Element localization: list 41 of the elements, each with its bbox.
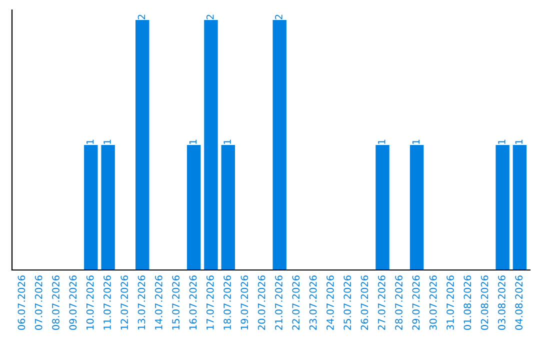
- data-label: 1: [515, 140, 522, 144]
- data-label: 2: [206, 14, 214, 20]
- x-tick-label: 16.07.2026: [189, 275, 197, 330]
- data-label: 1: [224, 140, 231, 144]
- x-tick-label: 03.08.2026: [498, 275, 506, 330]
- x-tick-label: 21.07.2026: [275, 275, 282, 330]
- data-label: 1: [104, 140, 111, 144]
- x-tick-label: 04.08.2026: [515, 275, 523, 330]
- data-label: 1: [412, 140, 420, 144]
- x-tick-label: 02.08.2026: [480, 275, 488, 330]
- x-tick-label: 06.07.2026: [18, 275, 26, 330]
- data-label: 1: [189, 140, 196, 144]
- x-tick-label: 13.07.2026: [138, 275, 146, 330]
- x-tick-label: 31.07.2026: [446, 275, 454, 330]
- x-tick-label: 15.07.2026: [172, 275, 180, 330]
- x-tick-label: 29.07.2026: [412, 275, 420, 330]
- x-tick-label: 10.07.2026: [86, 275, 94, 330]
- x-tick-label: 22.07.2026: [292, 275, 300, 330]
- data-label: 1: [378, 140, 386, 144]
- x-tick-label: 30.07.2026: [429, 275, 437, 330]
- x-tick-label: 09.07.2026: [69, 275, 77, 330]
- x-tick-label: 08.07.2026: [52, 275, 60, 330]
- data-label: 2: [275, 14, 282, 20]
- x-tick-label: 27.07.2026: [378, 275, 386, 330]
- x-tick-label: 24.07.2026: [326, 275, 334, 330]
- x-tick-label: 20.07.2026: [258, 275, 266, 330]
- x-tick-label: 14.07.2026: [154, 275, 162, 330]
- x-tick-label: 17.07.2026: [206, 275, 214, 330]
- data-label: 1: [498, 140, 506, 144]
- data-label: 2: [138, 14, 146, 20]
- x-tick-label: 23.07.2026: [309, 275, 317, 330]
- x-tick-label: 26.07.2026: [360, 275, 368, 330]
- x-tick-label: 12.07.2026: [120, 275, 128, 330]
- x-tick-label: 25.07.2026: [344, 275, 352, 330]
- x-tick-label: 18.07.2026: [224, 275, 231, 330]
- x-tick-label: 28.07.2026: [395, 275, 402, 330]
- x-tick-label: 19.07.2026: [240, 275, 248, 330]
- x-tick-label: 01.08.2026: [464, 275, 472, 330]
- x-tick-label: 11.07.2026: [104, 275, 111, 330]
- x-tick-label: 07.07.2026: [34, 275, 42, 330]
- data-label: 1: [86, 140, 94, 144]
